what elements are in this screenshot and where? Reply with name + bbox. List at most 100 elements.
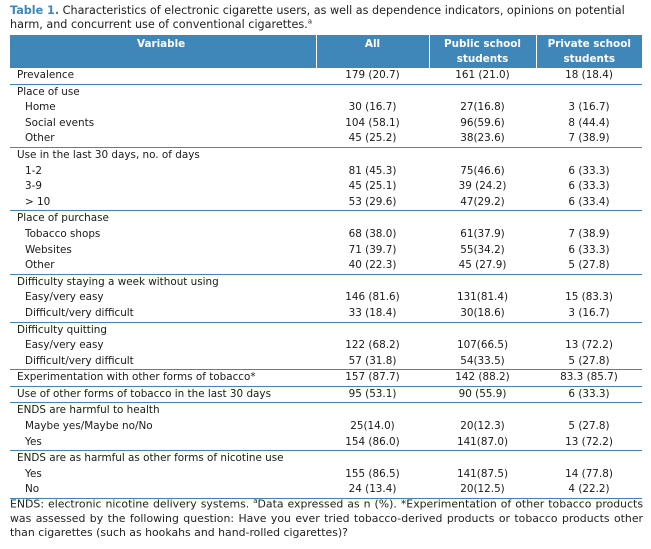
table-row: ENDS are harmful to health: [10, 402, 642, 420]
cell-private: [536, 273, 642, 291]
row-label: 1-2: [25, 164, 42, 177]
table-row: Yes 154 (86.0) 141(87.0) 13 (72.2): [10, 435, 642, 451]
row-label: Other: [25, 259, 55, 272]
row-label: Yes: [25, 435, 42, 448]
cell-all: 157 (87.7): [316, 369, 429, 387]
row-label: Difficulty staying a week without using: [10, 273, 316, 291]
cell-all: [316, 402, 429, 420]
cell-all: 33 (18.4): [348, 306, 397, 319]
cell-public: 61(37.9): [460, 227, 505, 240]
cell-public: [429, 210, 536, 227]
cell-public: 96(59.6): [460, 116, 505, 129]
cell-all: 95 (53.1): [316, 385, 429, 403]
table-row: Websites 71 (39.7) 55(34.2) 6 (33.3): [10, 243, 642, 259]
cell-public: 161 (21.0): [429, 67, 536, 85]
cell-private: [536, 146, 642, 164]
table-row: Social events 104 (58.1) 96(59.6) 8 (44.4): [10, 116, 642, 132]
cell-private: [536, 83, 642, 101]
table-row: Difficulty quitting: [10, 321, 642, 339]
cell-public: [429, 450, 536, 467]
cell-private: 6 (33.4): [568, 195, 610, 208]
row-label: Place of purchase: [10, 210, 316, 227]
cell-all: [316, 83, 429, 101]
row-label: Tobacco shops: [25, 227, 101, 240]
row-label: Difficult/very difficult: [25, 354, 134, 367]
row-label: Websites: [25, 243, 72, 256]
cell-public: 47(29.2): [460, 195, 505, 208]
cell-all: 25(14.0): [350, 420, 395, 433]
table-row: Place of use: [10, 83, 642, 101]
row-label: Maybe yes/Maybe no/No: [25, 420, 153, 433]
row-label: Other: [25, 132, 55, 145]
footnote-part2: Data expressed as n (%). *Experimentatio…: [10, 497, 644, 539]
table-row: Use of other forms of tobacco in the las…: [10, 385, 642, 403]
cell-public: 30(18.6): [460, 306, 505, 319]
cell-public: [429, 83, 536, 101]
cell-public: 142 (88.2): [429, 369, 536, 387]
cell-public: 55(34.2): [460, 243, 505, 256]
cell-all: 122 (68.2): [345, 339, 400, 352]
cell-private: 13 (72.2): [565, 339, 613, 352]
cell-private: 4 (22.2): [568, 483, 610, 496]
cell-private: 5 (27.8): [568, 259, 610, 272]
row-label: Yes: [25, 467, 42, 480]
cell-all: 81 (45.3): [348, 164, 397, 177]
cell-all: [316, 210, 429, 227]
row-label: Easy/very easy: [25, 339, 104, 352]
table-row: Tobacco shops 68 (38.0) 61(37.9) 7 (38.9): [10, 227, 642, 243]
cell-public: 20(12.3): [460, 420, 505, 433]
table-row: No 24 (13.4) 20(12.5) 4 (22.2): [10, 482, 642, 498]
row-label: ENDS are as harmful as other forms of ni…: [10, 450, 316, 467]
cell-private: 6 (33.3): [568, 164, 610, 177]
cell-public: 90 (55.9): [429, 385, 536, 403]
cell-all: 40 (22.3): [348, 259, 397, 272]
caption-marker: a: [307, 17, 313, 26]
cell-private: 15 (83.3): [565, 291, 613, 304]
table-row: Maybe yes/Maybe no/No 25(14.0) 20(12.3) 5 (…: [10, 419, 642, 435]
table-row: Other 45 (25.2) 38(23.6) 7 (38.9): [10, 131, 642, 147]
header-private: Private school students: [535, 35, 642, 68]
cell-private: 8 (44.4): [568, 116, 610, 129]
row-label: 3-9: [25, 180, 42, 193]
cell-public: 141(87.5): [456, 467, 509, 480]
cell-all: 45 (25.2): [348, 132, 397, 145]
cell-all: 71 (39.7): [348, 243, 397, 256]
cell-private: 7 (38.9): [568, 227, 610, 240]
table-row: Other 40 (22.3) 45 (27.9) 5 (27.8): [10, 258, 642, 274]
cell-private: 6 (33.3): [568, 180, 610, 193]
cell-public: 107(66.5): [456, 339, 509, 352]
cell-public: 75(46.6): [460, 164, 505, 177]
cell-private: 6 (33.3): [536, 385, 642, 403]
table-row: Place of purchase: [10, 210, 642, 227]
cell-all: 146 (81.6): [345, 291, 400, 304]
table-footnote: ENDS: electronic nicotine delivery syste…: [10, 494, 643, 540]
row-label: Social events: [25, 116, 95, 129]
row-label: Easy/very easy: [25, 291, 104, 304]
cell-private: [536, 321, 642, 339]
cell-private: 14 (77.8): [565, 467, 613, 480]
table-row: Home 30 (16.7) 27(16.8) 3 (16.7): [10, 100, 642, 116]
caption-text: Characteristics of electronic cigarette …: [10, 4, 625, 31]
table-row: Experimentation with other forms of toba…: [10, 369, 642, 387]
cell-all: 179 (20.7): [316, 67, 429, 85]
cell-public: 27(16.8): [460, 101, 505, 114]
cell-public: [429, 402, 536, 420]
table-row: > 10 53 (29.6) 47(29.2) 6 (33.4): [10, 195, 642, 211]
cell-public: [429, 321, 536, 339]
cell-all: 24 (13.4): [348, 483, 397, 496]
cell-all: 30 (16.7): [348, 101, 397, 114]
table-row: ENDS are as harmful as other forms of ni…: [10, 450, 642, 467]
table-row: Easy/very easy 122 (68.2) 107(66.5) 13 (72.…: [10, 338, 642, 354]
cell-private: [536, 450, 642, 467]
cell-private: 13 (72.2): [565, 435, 613, 448]
row-label: No: [25, 483, 40, 496]
cell-private: 3 (16.7): [568, 306, 610, 319]
cell-private: [536, 210, 642, 227]
table-row: Difficulty staying a week without using: [10, 273, 642, 291]
cell-private: 5 (27.8): [568, 354, 610, 367]
cell-all: 57 (31.8): [348, 354, 397, 367]
table-body: Prevalence 179 (20.7) 161 (21.0) 18 (18.4) P…: [10, 67, 642, 499]
cell-private: 83.3 (85.7): [536, 369, 642, 387]
row-label: ENDS are harmful to health: [10, 402, 316, 420]
